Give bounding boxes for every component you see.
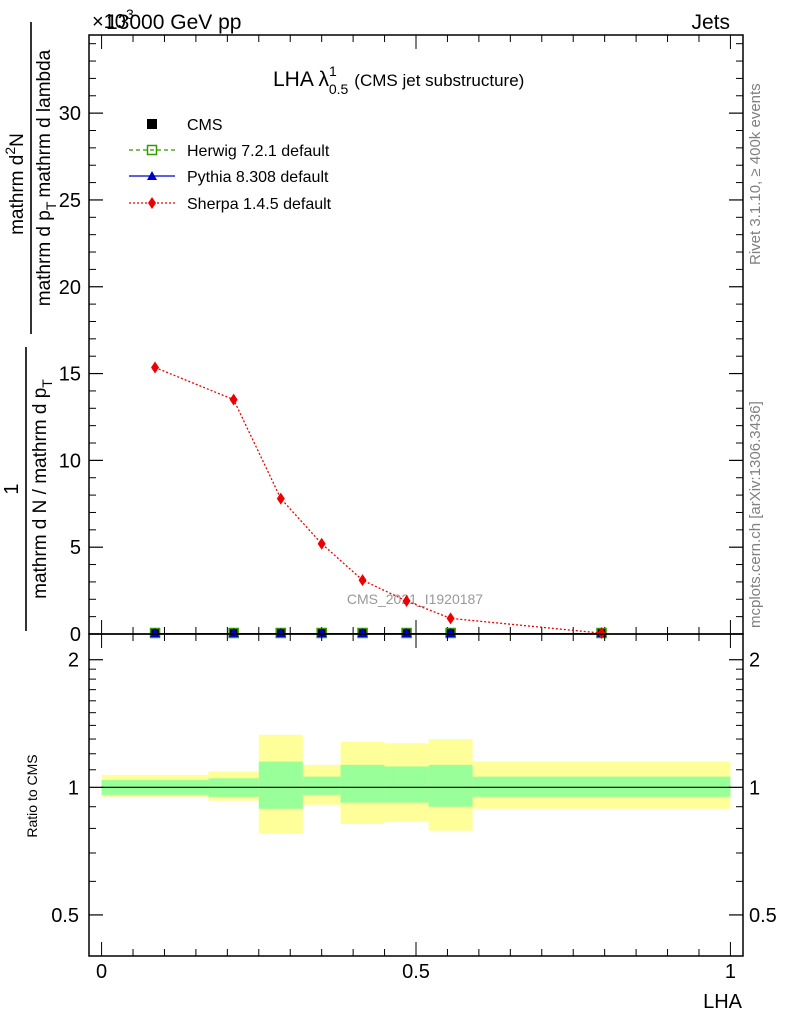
legend-entry: Sherpa 1.4.5 default bbox=[129, 196, 332, 213]
legend-entry: CMS bbox=[147, 117, 223, 134]
sherpa-point bbox=[446, 612, 455, 625]
y-tick-label: 0 bbox=[70, 624, 81, 646]
legend: CMS Herwig 7.2.1 default Pythia 8.308 defa… bbox=[129, 117, 332, 213]
ratio-inner-band bbox=[428, 764, 473, 807]
ratio-tick-label-right: 0.5 bbox=[749, 905, 777, 927]
exponent-label: ×103 bbox=[92, 6, 134, 33]
y-tick-label: 25 bbox=[59, 190, 81, 212]
process-label: Jets bbox=[691, 11, 730, 34]
sherpa-point bbox=[402, 595, 411, 608]
series-sherpa bbox=[151, 361, 606, 639]
y-tick-label: 10 bbox=[59, 450, 81, 472]
series-pythia bbox=[150, 628, 607, 637]
ratio-tick-label-left: 1 bbox=[68, 777, 79, 799]
svg-text:mathrm d pTmathrm d lambda: mathrm d pTmathrm d lambda bbox=[34, 49, 59, 306]
ratio-inner-band bbox=[384, 766, 429, 803]
ratio-inner-band bbox=[258, 761, 303, 809]
ratio-tick-label-left: 2 bbox=[68, 650, 79, 672]
ratio-uncertainty-bands bbox=[101, 734, 731, 834]
legend-entry: Pythia 8.308 default bbox=[129, 169, 329, 186]
legend-label: Pythia 8.308 default bbox=[187, 169, 329, 186]
main-y-axis-label: 1 mathrm d N / mathrm d pT mathrm d2N ma… bbox=[1, 22, 59, 631]
x-axis-label: LHA bbox=[703, 991, 743, 1013]
main-axis-ticks: 0 5 10 15 20 25 30 bbox=[59, 35, 743, 646]
series-herwig bbox=[149, 627, 607, 639]
plot-title: LHA λ1 0.5 (CMS jet substructure) bbox=[273, 63, 524, 97]
sherpa-point bbox=[229, 393, 238, 406]
sherpa-point bbox=[317, 537, 326, 550]
herwig-point bbox=[146, 144, 158, 156]
svg-text:1: 1 bbox=[1, 483, 23, 494]
x-tick-label: 1 bbox=[725, 961, 736, 983]
x-tick-label: 0.5 bbox=[402, 961, 430, 983]
mcplots-credit-label: mcplots.cern.ch [arXiv:1306.3436] bbox=[747, 401, 764, 628]
ratio-inner-band bbox=[472, 776, 731, 797]
ratio-frame bbox=[88, 633, 744, 957]
analysis-watermark: CMS_2021_I1920187 bbox=[347, 591, 483, 607]
ratio-tick-label-right: 2 bbox=[749, 650, 760, 672]
series-cms bbox=[150, 628, 607, 638]
ratio-tick-label-left: 0.5 bbox=[51, 905, 79, 927]
cms-data-point bbox=[147, 119, 157, 129]
beam-label: 13000 GeV pp bbox=[106, 11, 241, 34]
pythia-point bbox=[147, 171, 157, 180]
legend-label: Sherpa 1.4.5 default bbox=[187, 196, 332, 213]
sherpa-point bbox=[597, 627, 606, 639]
rivet-version-label: Rivet 3.1.10, ≥ 400k events bbox=[747, 83, 764, 265]
sherpa-point bbox=[148, 197, 156, 209]
svg-text:mathrm d N / mathrm d pT: mathrm d N / mathrm d pT bbox=[30, 379, 55, 599]
legend-label: CMS bbox=[187, 117, 223, 134]
ratio-tick-label-right: 1 bbox=[749, 777, 760, 799]
ratio-axis-ticks: 0.5 0.5 1 1 2 2 0 0.5 1 bbox=[51, 634, 777, 983]
ratio-inner-band bbox=[302, 776, 341, 795]
legend-label: Herwig 7.2.1 default bbox=[187, 143, 330, 160]
ratio-panel: 0.5 0.5 1 1 2 2 0 0.5 1 bbox=[51, 633, 777, 983]
sherpa-point bbox=[151, 361, 160, 374]
y-tick-label: 15 bbox=[59, 364, 81, 386]
svg-text:mathrm d2N: mathrm d2N bbox=[2, 133, 28, 235]
sherpa-point bbox=[358, 574, 367, 587]
y-tick-label: 5 bbox=[70, 537, 81, 559]
x-tick-label: 0 bbox=[96, 961, 107, 983]
ratio-y-axis-label: Ratio to CMS bbox=[24, 754, 40, 837]
ratio-inner-band bbox=[340, 764, 385, 803]
y-tick-label: 20 bbox=[59, 277, 81, 299]
legend-entry: Herwig 7.2.1 default bbox=[129, 143, 330, 160]
main-panel: 0 5 10 15 20 25 30 CMS_2021_I1920187 bbox=[59, 34, 744, 646]
y-tick-label: 30 bbox=[59, 103, 81, 125]
sherpa-point bbox=[276, 492, 285, 505]
